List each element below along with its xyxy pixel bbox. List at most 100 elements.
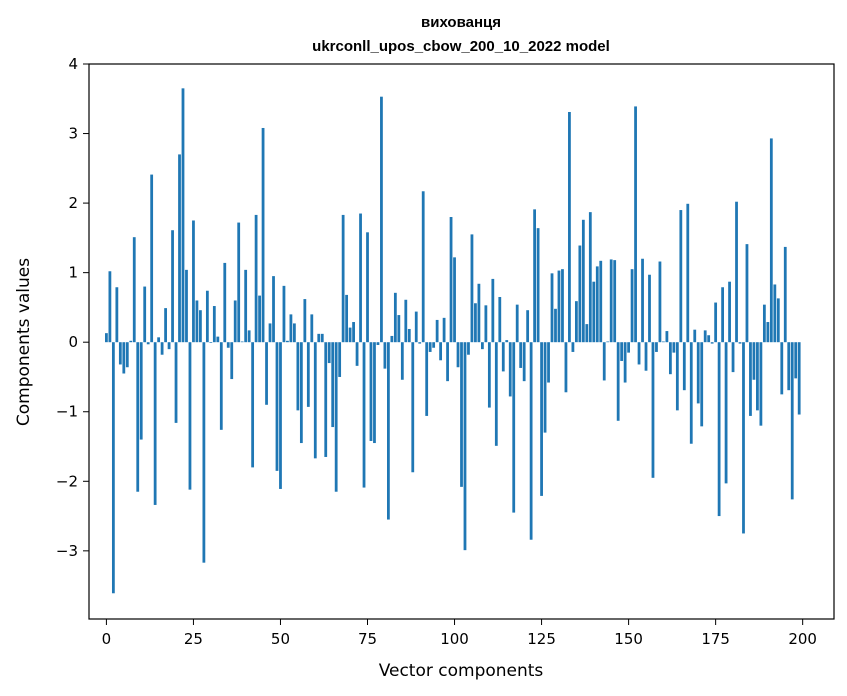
bar: [293, 323, 296, 343]
bar: [599, 260, 603, 343]
bar: [136, 342, 140, 492]
bar: [790, 342, 794, 500]
bar: [641, 258, 644, 343]
y-tick-label: −1: [56, 403, 78, 421]
bar: [662, 341, 665, 343]
bar: [494, 342, 498, 446]
bar: [212, 306, 216, 343]
bar: [418, 342, 422, 344]
bar: [658, 261, 662, 343]
bar: [348, 327, 352, 343]
bar: [668, 342, 672, 375]
bar: [571, 342, 575, 352]
bar: [501, 342, 505, 372]
bar: [491, 278, 495, 343]
bar: [512, 342, 516, 513]
bar: [564, 342, 568, 393]
bar: [557, 270, 561, 343]
bar: [533, 209, 536, 343]
bar: [498, 296, 502, 343]
bar: [320, 333, 324, 343]
bar: [313, 342, 317, 459]
bar: [766, 322, 770, 343]
bar: [157, 337, 161, 343]
bar: [526, 310, 530, 343]
bar: [279, 342, 282, 489]
bar: [421, 191, 425, 343]
bar: [773, 284, 777, 343]
bar: [132, 237, 136, 343]
bar: [762, 304, 766, 343]
bar: [146, 342, 150, 345]
bar: [171, 230, 174, 343]
bar: [522, 342, 526, 382]
bar: [341, 214, 345, 343]
bar: [595, 266, 599, 343]
bar: [470, 234, 474, 343]
bar: [540, 342, 543, 496]
bar: [627, 342, 630, 353]
bar: [265, 342, 268, 405]
bar: [362, 342, 366, 488]
bar: [331, 342, 335, 428]
bar: [724, 342, 728, 484]
x-tick-label: 75: [358, 630, 377, 648]
bar: [602, 342, 606, 381]
bar: [254, 214, 258, 343]
bar: [286, 340, 289, 343]
bar: [474, 303, 477, 343]
bar: [648, 274, 651, 343]
bar: [550, 273, 554, 343]
bar: [606, 341, 610, 343]
x-tick-label: 125: [527, 630, 556, 648]
bar: [272, 276, 275, 343]
x-tick-label: 200: [788, 630, 817, 648]
bar: [334, 342, 338, 492]
y-tick-label: 4: [68, 55, 78, 73]
bar: [568, 111, 571, 343]
bar: [585, 324, 589, 343]
bar: [442, 317, 446, 343]
y-tick-label: 1: [68, 264, 78, 282]
bar: [508, 342, 512, 397]
bar: [547, 342, 550, 383]
bar: [463, 342, 467, 551]
bar: [756, 342, 759, 411]
bar: [536, 228, 540, 343]
bar: [202, 342, 206, 563]
bar: [105, 333, 108, 343]
bar: [174, 342, 178, 423]
bar: [258, 295, 261, 343]
bar: [153, 342, 157, 505]
bar: [181, 88, 185, 343]
chart-title: вихованця: [421, 14, 501, 31]
bar: [630, 269, 634, 343]
bar: [289, 314, 293, 343]
bar: [515, 304, 519, 343]
bar: [616, 342, 620, 421]
bar: [679, 210, 683, 343]
bar: [185, 269, 188, 343]
bar: [216, 336, 220, 343]
bar: [742, 342, 745, 534]
bar: [675, 342, 679, 411]
bar: [738, 342, 742, 344]
bar: [115, 287, 119, 343]
bar: [592, 281, 596, 343]
y-tick-label: 0: [68, 333, 78, 351]
bar: [745, 244, 749, 343]
bar: [456, 342, 460, 368]
bar: [310, 314, 314, 343]
bar: [446, 342, 449, 382]
x-axis-label: Vector components: [379, 661, 544, 681]
bar: [731, 342, 735, 373]
bar: [609, 259, 613, 343]
bar: [613, 260, 617, 343]
bar: [759, 342, 763, 426]
bar: [543, 342, 547, 433]
bar: [689, 342, 693, 444]
bar: [324, 342, 328, 457]
bar: [574, 301, 578, 343]
bar: [376, 342, 380, 345]
